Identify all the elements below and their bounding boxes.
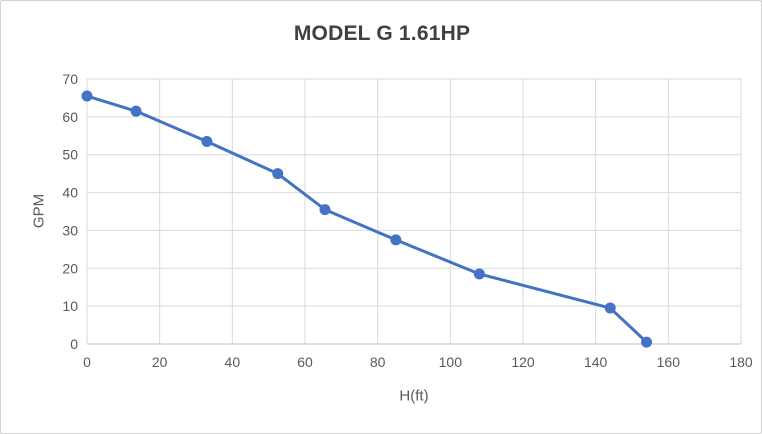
data-line [85,94,649,344]
chart-title: MODEL G 1.61HP [293,22,471,45]
data-point [473,268,485,280]
data-point [201,135,213,147]
data-point [272,168,284,180]
x-tick-label: 60 [297,354,313,370]
x-tick-label: 0 [83,354,91,370]
x-tick-label: 100 [439,354,463,370]
x-tick-label: 160 [657,354,681,370]
y-tick-label: 50 [62,147,78,163]
data-point [81,90,93,102]
x-axis-title: H(ft) [399,387,429,405]
data-point [319,204,331,216]
x-tick-label: 120 [511,354,535,370]
x-tick-label: 40 [225,354,241,370]
data-point [130,105,142,117]
y-axis-title: GPM [30,193,48,229]
x-tick-label: 180 [729,354,753,370]
x-tick-label: 20 [152,354,168,370]
data-point [604,302,616,314]
y-tick-label: 10 [62,298,78,314]
y-tick-label: 60 [62,109,78,125]
data-point [390,234,402,246]
y-tick-label: 70 [62,71,78,87]
y-tick-label: 20 [62,260,78,276]
data-point [641,336,653,348]
y-tick-label: 30 [62,222,78,238]
y-tick-label: 40 [62,185,78,201]
x-tick-label: 140 [584,354,608,370]
y-tick-label: 0 [70,336,78,352]
x-tick-label: 80 [370,354,386,370]
